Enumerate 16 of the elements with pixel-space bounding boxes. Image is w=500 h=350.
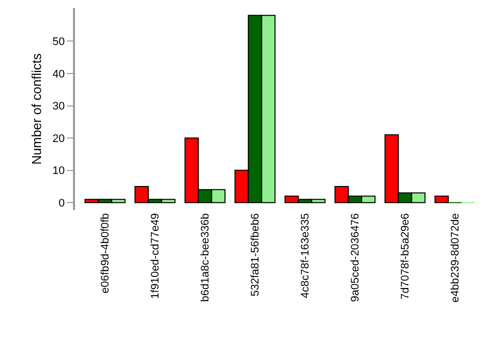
y-tick-label: 20 bbox=[52, 132, 65, 145]
x-tick-label: 532fa81-56fbeb6 bbox=[250, 213, 262, 296]
y-tick-label: 40 bbox=[52, 68, 65, 80]
x-tick-label: 1f910ed-cd77e49 bbox=[150, 213, 162, 299]
y-tick-label: 0 bbox=[58, 197, 65, 210]
x-tick-label: 7d7078f-b5a29e6 bbox=[400, 213, 412, 300]
x-tick-label: e06fb9d-4b0f0fb bbox=[100, 213, 112, 294]
x-tick-label: e4bb239-8d072de bbox=[450, 213, 462, 303]
y-tick-label: 10 bbox=[52, 165, 65, 178]
x-tick-label: b6d1a8c-bee336b bbox=[200, 213, 212, 302]
y-axis-title: Number of conflicts bbox=[29, 52, 44, 165]
y-tick-label: 50 bbox=[52, 36, 65, 48]
x-tick-label: 4c8c78f-163e335 bbox=[300, 213, 312, 298]
y-tick-label: 30 bbox=[52, 100, 65, 113]
x-tick-label: 9a05ced-2036476 bbox=[350, 213, 362, 302]
bar bbox=[434, 196, 449, 204]
